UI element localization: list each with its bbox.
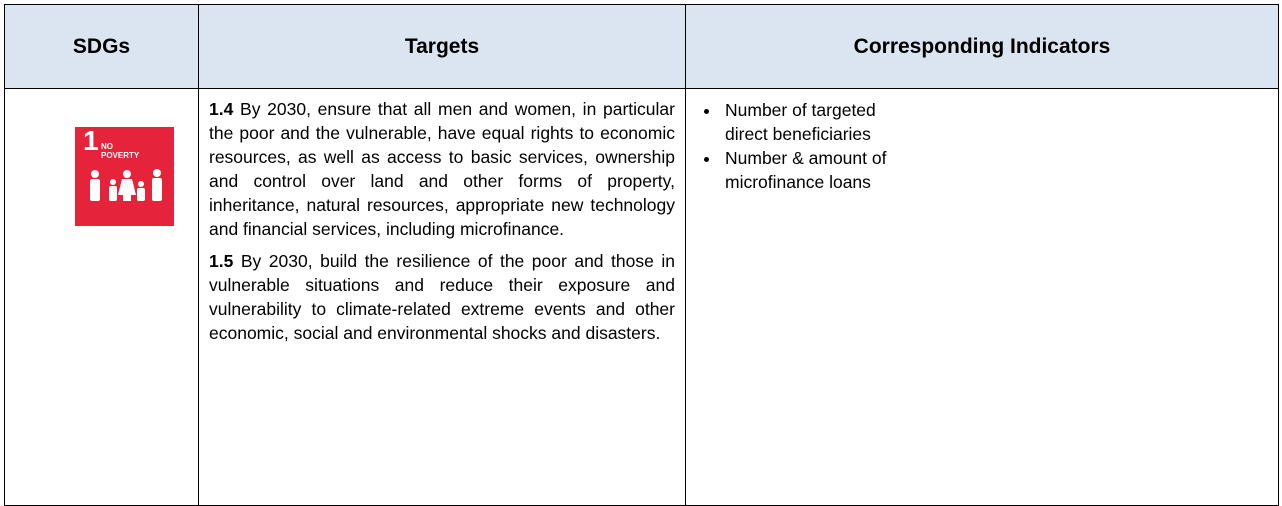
header-cell: Targets: [198, 4, 686, 89]
sdg-label: NO: [101, 142, 113, 151]
page: SDGs Targets Corresponding Indicators 1 …: [0, 0, 1282, 486]
sdg-number: 1: [83, 125, 99, 156]
header-cell: SDGs: [4, 4, 199, 89]
target: 1.4 By 2030, ensure that all men and wom…: [209, 97, 675, 241]
target-text: By 2030, ensure that all men and women, …: [209, 99, 675, 239]
targets-cell: 1.4 By 2030, ensure that all men and wom…: [198, 88, 686, 506]
target-number: 1.5: [209, 251, 234, 271]
header-row: SDGs Targets Corresponding Indicators: [4, 4, 1279, 89]
target-text: By 2030, build the resilience of the poo…: [209, 251, 675, 343]
target: 1.5 By 2030, build the resilience of the…: [209, 249, 675, 345]
indicator: Number of targeted direct beneficiaries: [721, 98, 911, 146]
indicator: Number & amount of microfinance loans: [721, 146, 911, 194]
header-cell: Corresponding Indicators: [685, 4, 1279, 89]
body-row: 1 NO POVERTY 1.4 By 2030, ensure that al…: [4, 88, 1279, 506]
sdg-cell: 1 NO POVERTY: [4, 88, 199, 506]
indicator-list: Number of targeted direct beneficiaries …: [687, 98, 911, 194]
indicators-cell: Number of targeted direct beneficiaries …: [685, 88, 1279, 506]
sdg-icon: 1 NO POVERTY: [75, 127, 174, 226]
sdg-label: POVERTY: [101, 151, 140, 160]
sdg-table: SDGs Targets Corresponding Indicators 1 …: [4, 4, 1279, 506]
target-number: 1.4: [209, 99, 234, 119]
family-icon: [90, 169, 162, 201]
